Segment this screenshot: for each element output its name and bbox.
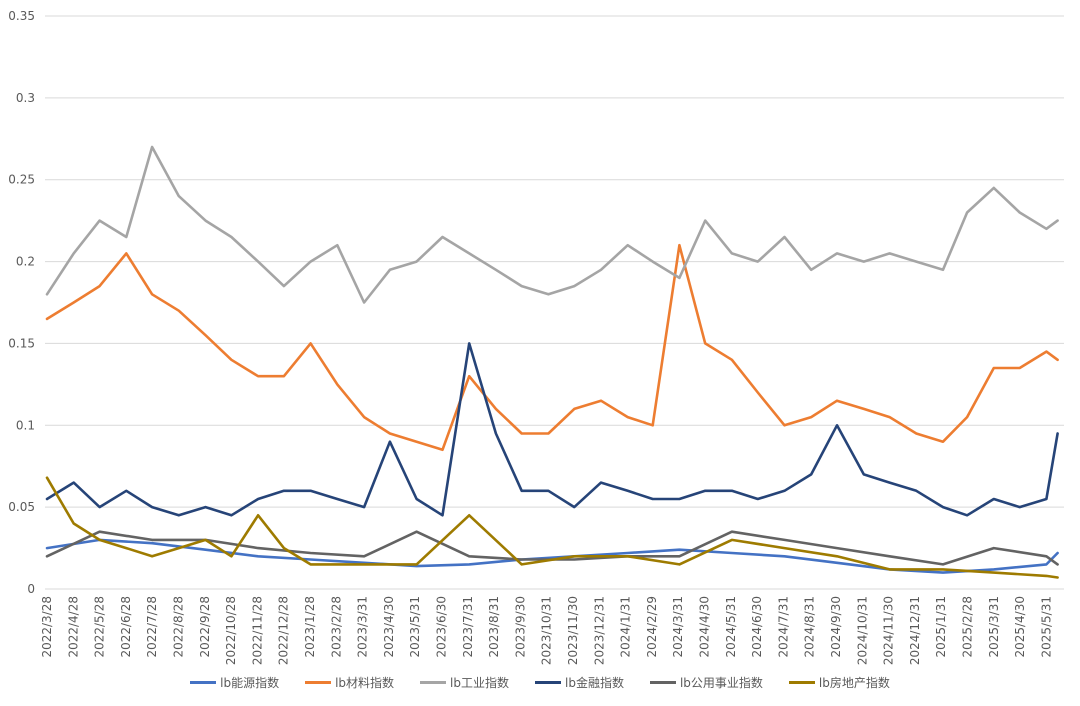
series-line — [45, 530, 1059, 566]
series-line — [45, 243, 1059, 452]
x-tick-label: 2024/2/29 — [645, 596, 659, 658]
x-tick-label: 2024/5/31 — [724, 596, 738, 658]
x-tick-label: 2024/7/31 — [776, 596, 790, 658]
legend-item: lb公用事业指数 — [649, 674, 763, 691]
gridlines — [45, 15, 1064, 590]
x-tick-label: 2024/10/31 — [855, 596, 869, 665]
x-tick-label: 2023/12/31 — [592, 596, 606, 665]
series-line — [45, 538, 1059, 574]
x-tick-label: 2024/4/30 — [698, 596, 712, 658]
x-tick-label: 2024/11/30 — [882, 596, 896, 665]
x-tick-label: 2025/1/31 — [934, 596, 948, 658]
legend-item: lb能源指数 — [190, 674, 279, 691]
legend-item: lb房地产指数 — [788, 674, 890, 691]
legend-label: lb公用事业指数 — [679, 676, 763, 690]
x-tick-label: 2022/12/28 — [277, 596, 291, 665]
series-line — [45, 342, 1059, 517]
x-tick-label: 2023/9/30 — [513, 596, 527, 658]
x-tick-label: 2024/12/31 — [908, 596, 922, 665]
legend-item: lb材料指数 — [305, 674, 394, 691]
legend-swatch — [788, 681, 815, 684]
x-tick-label: 2025/3/31 — [987, 596, 1001, 658]
y-tick-label: 0 — [27, 582, 35, 596]
y-tick-label: 0.15 — [8, 336, 35, 350]
legend-label: lb房地产指数 — [818, 676, 890, 690]
x-tick-label: 2025/5/31 — [1039, 596, 1053, 658]
x-tick-label: 2024/9/30 — [829, 596, 843, 658]
x-tick-label: 2023/4/30 — [382, 596, 396, 658]
legend-swatch — [190, 681, 217, 684]
legend-swatch — [305, 681, 332, 684]
x-tick-label: 2023/10/31 — [540, 596, 554, 665]
y-tick-label: 0.3 — [16, 91, 35, 105]
legend-swatch — [649, 681, 676, 684]
y-axis-ticks: 0 0.05 0.1 0.15 0.2 0.25 0.3 0.35 — [8, 9, 35, 596]
x-tick-label: 2022/11/28 — [250, 596, 264, 665]
chart-legend: lb能源指数 lb材料指数 lb工业指数 lb金融指数 lb公用事业指数 lb房地产指数 — [0, 674, 1080, 691]
x-tick-label: 2022/9/28 — [198, 596, 212, 658]
x-tick-label: 2023/3/31 — [356, 596, 370, 658]
x-tick-label: 2024/6/30 — [750, 596, 764, 658]
legend-item: lb金融指数 — [535, 674, 624, 691]
x-tick-label: 2022/7/28 — [145, 596, 159, 658]
x-tick-label: 2023/11/30 — [566, 596, 580, 665]
series-line — [45, 476, 1059, 579]
y-tick-label: 0.1 — [16, 418, 35, 432]
x-tick-label: 2022/3/28 — [40, 596, 54, 658]
x-tick-label: 2023/2/28 — [329, 596, 343, 658]
x-tick-label: 2022/6/28 — [119, 596, 133, 658]
legend-swatch — [420, 681, 447, 684]
x-tick-label: 2023/6/30 — [435, 596, 449, 658]
y-tick-label: 0.2 — [16, 255, 35, 269]
legend-label: lb金融指数 — [565, 676, 624, 690]
series-line — [45, 145, 1059, 304]
x-tick-label: 2022/4/28 — [66, 596, 80, 658]
x-tick-label: 2022/5/28 — [93, 596, 107, 658]
x-tick-label: 2025/4/30 — [1013, 596, 1027, 658]
x-tick-label: 2023/1/28 — [303, 596, 317, 658]
x-tick-label: 2023/5/31 — [408, 596, 422, 658]
legend-label: lb能源指数 — [220, 676, 280, 690]
y-tick-label: 0.25 — [8, 173, 35, 187]
y-tick-label: 0.35 — [8, 9, 35, 23]
chart-plot: 00.050.10.150.20.250.30.35 2022/3/28 2022… — [8, 9, 1064, 665]
x-tick-label: 2024/3/31 — [671, 596, 685, 658]
legend-label: lb材料指数 — [335, 676, 395, 690]
legend-swatch — [535, 681, 561, 684]
x-tick-label: 2025/2/28 — [961, 596, 975, 658]
legend-label: lb工业指数 — [450, 676, 509, 690]
x-tick-label: 2023/8/31 — [487, 596, 501, 658]
legend-item: lb工业指数 — [420, 674, 509, 691]
x-tick-label: 2023/7/31 — [461, 596, 475, 658]
x-tick-label: 2022/10/28 — [224, 596, 238, 665]
x-tick-label: 2022/8/28 — [172, 596, 186, 658]
x-tick-label: 2024/8/31 — [803, 596, 817, 658]
x-tick-label: 2024/1/31 — [619, 596, 633, 658]
series-lines — [45, 145, 1059, 579]
y-tick-label: 0.05 — [8, 500, 35, 514]
x-axis-ticks: 2022/3/28 2022/4/28 2022/5/28 2022/6/28 2022… — [40, 596, 1053, 665]
